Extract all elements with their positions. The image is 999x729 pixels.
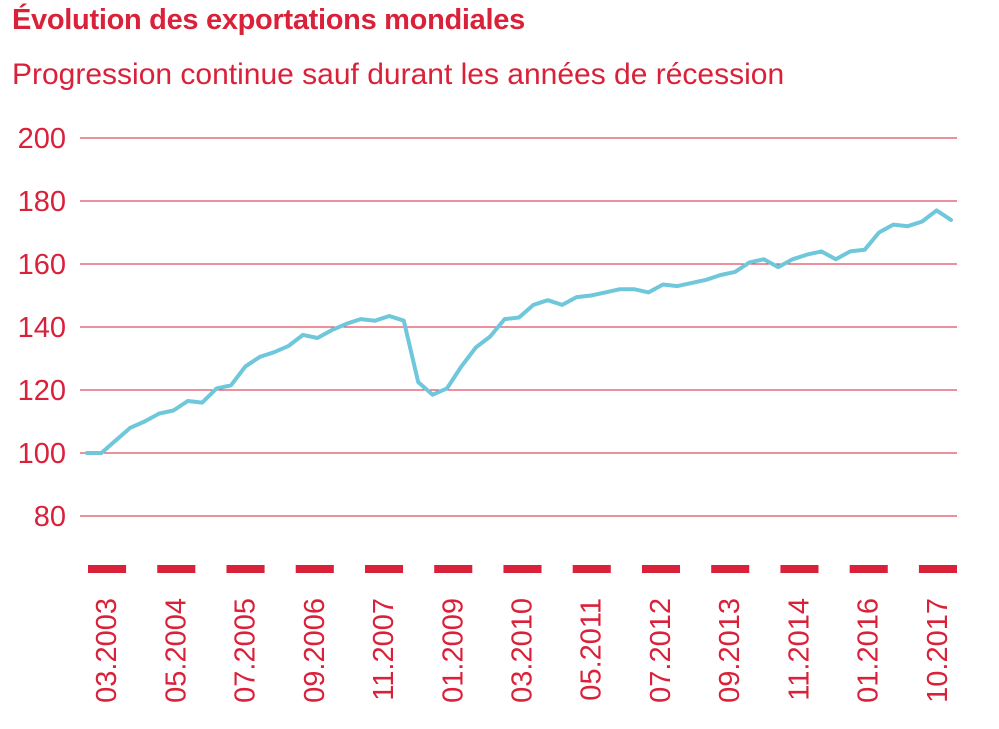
data-point (848, 249, 852, 253)
chart-subtitle: Progression continue sauf durant les ann… (12, 58, 785, 91)
data-point (834, 257, 838, 261)
data-point (459, 364, 463, 368)
x-tick-label: 09.2006 (299, 598, 331, 703)
data-point (301, 333, 305, 337)
x-axis-dash (364, 565, 404, 573)
x-axis-dash (434, 565, 473, 573)
x-axis-dash (849, 565, 888, 573)
data-point (762, 257, 766, 261)
data-point (359, 317, 363, 321)
x-axis-dash (641, 565, 681, 573)
data-point (618, 287, 622, 291)
data-point (647, 290, 651, 294)
x-tick-label: 03.2003 (91, 598, 123, 703)
y-tick-label: 160 (18, 249, 66, 281)
data-point (85, 451, 89, 455)
data-point (891, 223, 895, 227)
data-point (546, 298, 550, 302)
data-point (373, 319, 377, 323)
x-tick-label: 11.2007 (368, 598, 400, 701)
data-point (416, 380, 420, 384)
data-point (258, 355, 262, 359)
data-point (603, 290, 607, 294)
data-point (128, 426, 132, 430)
x-tick-label: 07.2012 (645, 598, 677, 703)
x-axis-dash (157, 565, 196, 573)
data-point (920, 219, 924, 223)
data-point (114, 438, 118, 442)
x-tick-label: 01.2016 (853, 598, 885, 703)
data-point (315, 336, 319, 340)
data-point (488, 334, 492, 338)
x-tick-label: 09.2013 (714, 598, 746, 703)
data-point (719, 273, 723, 277)
data-point (474, 345, 478, 349)
data-point (402, 319, 406, 323)
series-line (85, 208, 953, 455)
y-tick-label: 120 (18, 375, 66, 407)
data-point (661, 282, 665, 286)
y-tick-label: 140 (18, 312, 66, 344)
data-point (445, 386, 449, 390)
data-point (517, 316, 521, 320)
x-axis-dash (572, 565, 611, 573)
data-point (143, 420, 147, 424)
data-point (733, 270, 737, 274)
x-tick-label: 03.2010 (507, 598, 539, 703)
data-point (503, 317, 507, 321)
x-axis-dash (226, 565, 265, 573)
data-point (344, 322, 348, 326)
y-tick-label: 80 (34, 501, 66, 533)
data-point (949, 218, 953, 222)
y-tick-label: 180 (18, 186, 66, 218)
data-point (776, 265, 780, 269)
data-point (805, 253, 809, 257)
x-tick-label: 11.2014 (783, 598, 815, 701)
data-point (935, 208, 939, 212)
data-point (560, 303, 564, 307)
data-point (877, 231, 881, 235)
data-point (632, 287, 636, 291)
x-axis-dash (780, 565, 819, 573)
data-point (863, 248, 867, 252)
data-point (675, 284, 679, 288)
x-axis-dash (503, 565, 542, 573)
x-tick-label: 05.2011 (576, 598, 608, 701)
data-point (387, 314, 391, 318)
data-point (243, 364, 247, 368)
data-point (287, 344, 291, 348)
data-point (575, 295, 579, 299)
y-tick-label: 100 (18, 438, 66, 470)
x-axis-dash (711, 565, 750, 573)
x-axis-dash (295, 565, 334, 573)
data-point (186, 399, 190, 403)
data-point (431, 393, 435, 397)
data-point (906, 224, 910, 228)
data-point (229, 383, 233, 387)
y-tick-label: 200 (18, 123, 66, 155)
x-axis-dash (918, 565, 957, 573)
data-point (690, 281, 694, 285)
x-tick-label: 01.2009 (437, 598, 469, 703)
chart-title: Évolution des exportations mondiales (12, 4, 525, 36)
x-axis-dash (88, 565, 127, 573)
data-point (200, 401, 204, 405)
data-point (589, 294, 593, 298)
data-point (819, 249, 823, 253)
data-point (747, 260, 751, 264)
data-point (215, 386, 219, 390)
data-point (157, 412, 161, 416)
x-tick-label: 07.2005 (230, 598, 262, 703)
data-point (99, 451, 103, 455)
x-tick-label: 10.2017 (922, 598, 954, 703)
data-point (791, 257, 795, 261)
data-point (272, 350, 276, 354)
data-point (704, 278, 708, 282)
data-point (171, 408, 175, 412)
data-point (330, 328, 334, 332)
data-point (531, 303, 535, 307)
x-tick-label: 05.2004 (160, 598, 192, 703)
